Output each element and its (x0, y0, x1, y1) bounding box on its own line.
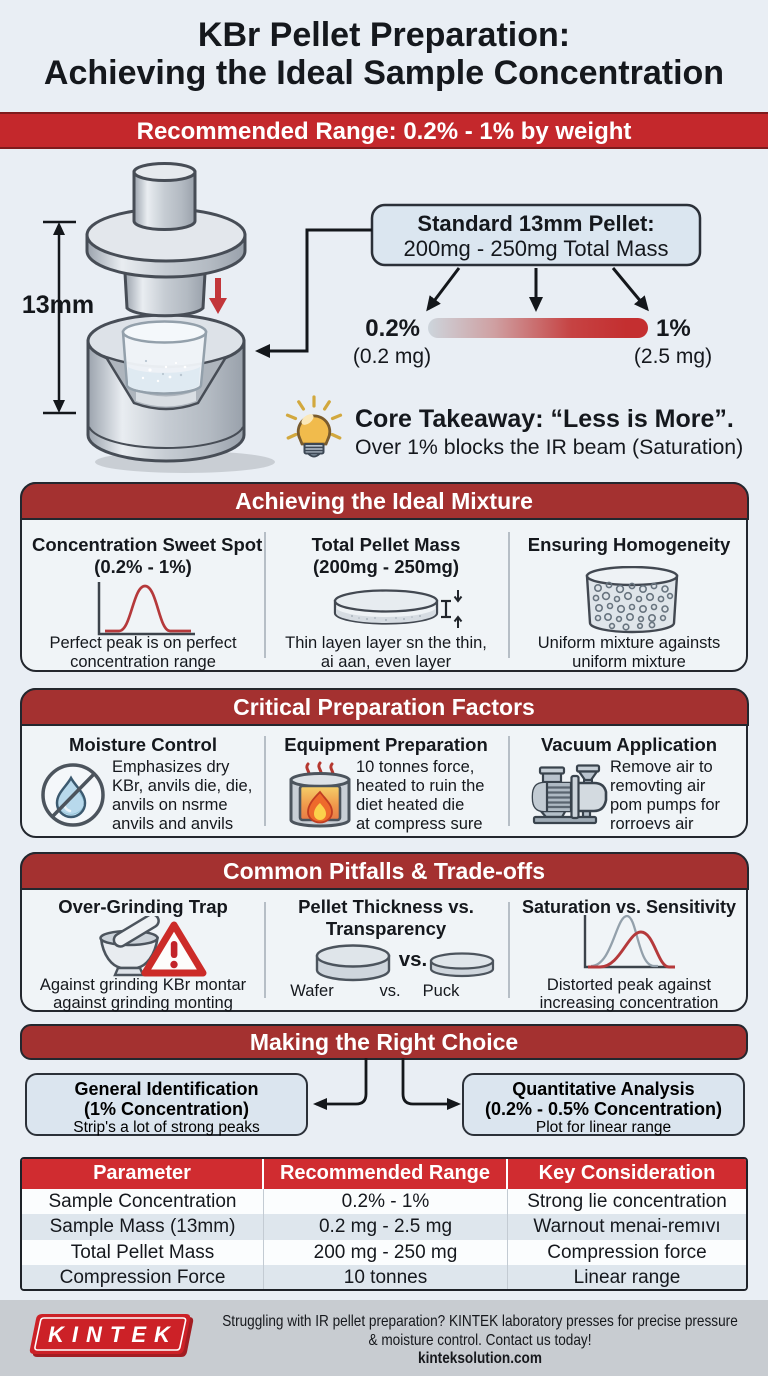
svg-text:Over 1% blocks the IR beam (Sa: Over 1% blocks the IR beam (Saturation) (355, 435, 743, 459)
svg-text:Standard 13mm Pellet:: Standard 13mm Pellet: (417, 211, 654, 236)
svg-text:1%: 1% (656, 315, 691, 342)
svg-text:(0.2 mg): (0.2 mg) (353, 345, 431, 368)
svg-text:Core Takeaway: “Less is More”.: Core Takeaway: “Less is More”. (355, 405, 734, 433)
svg-text:vs.: vs. (399, 948, 428, 971)
svg-text:200mg - 250mg Total Mass: 200mg - 250mg Total Mass (404, 236, 669, 261)
svg-text:13mm: 13mm (22, 291, 94, 319)
svg-text:(2.5 mg): (2.5 mg) (634, 345, 712, 368)
svg-text:0.2%: 0.2% (365, 315, 420, 342)
svg-text:KINTEK: KINTEK (48, 1322, 178, 1347)
